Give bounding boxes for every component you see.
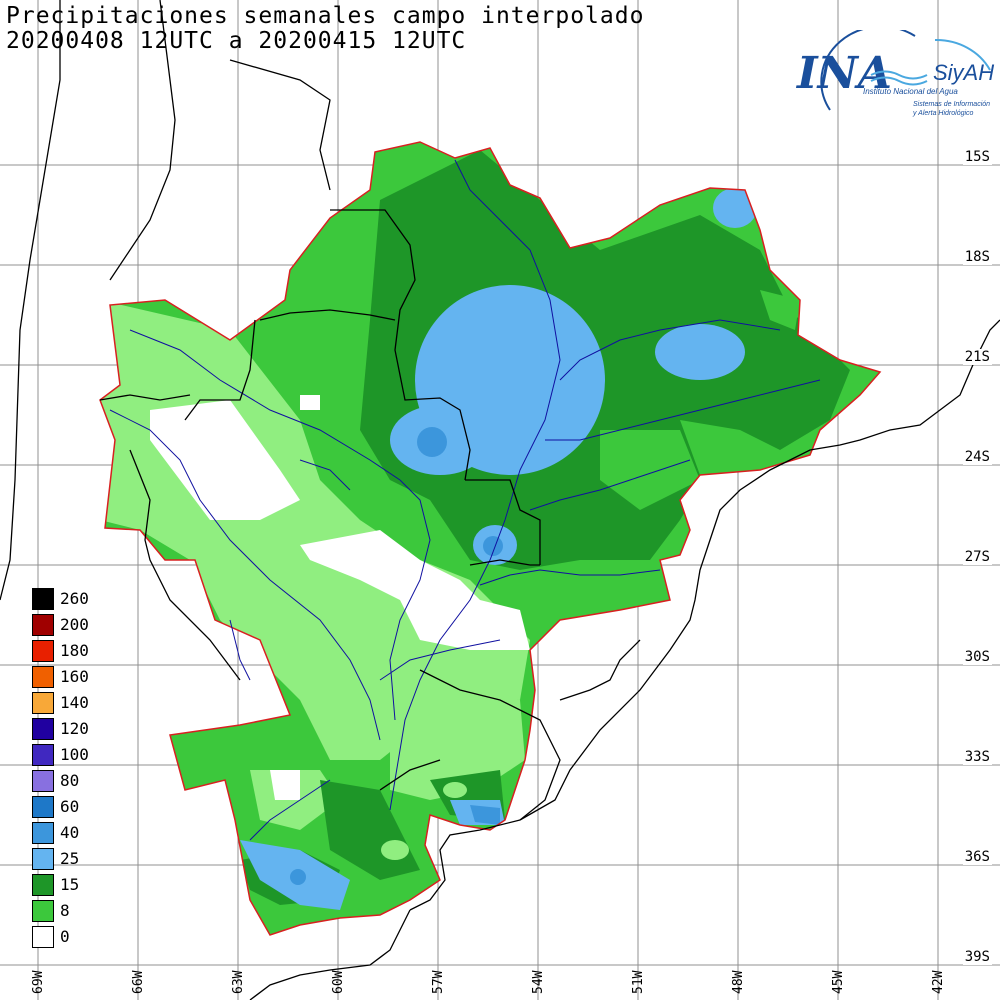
country-boundaries [0, 0, 561, 821]
lon-label-42w: 42W [931, 970, 946, 994]
legend-swatch [32, 822, 54, 844]
legend-swatch [32, 874, 54, 896]
legend-swatch [32, 796, 54, 818]
lon-label-63w: 63W [231, 970, 246, 994]
ina-siyah-logo: INA SiyAH Instituto Nacional del Agua Si… [795, 25, 995, 130]
lat-label-15s: 15S [962, 149, 992, 165]
legend-label: 160 [60, 667, 89, 686]
lon-label-57w: 57W [431, 970, 446, 994]
lat-label-33s: 33S [962, 749, 992, 765]
legend-swatch [32, 588, 54, 610]
rivers [109, 159, 821, 841]
legend-swatch [32, 614, 54, 636]
coastline [249, 319, 1000, 1000]
legend-swatch [32, 926, 54, 948]
legend-swatch [32, 770, 54, 792]
lon-label-54w: 54W [531, 970, 546, 994]
legend-swatch [32, 666, 54, 688]
map-title: Precipitaciones semanales campo interpol… [6, 3, 645, 29]
legend-label: 80 [60, 771, 80, 790]
legend-label: 120 [60, 719, 89, 738]
legend-label: 180 [60, 641, 89, 660]
legend-label: 25 [60, 849, 80, 868]
logo-tagline-2: y Alerta Hidrológico [912, 110, 974, 117]
legend-label: 40 [60, 823, 80, 842]
legend-label: 260 [60, 589, 89, 608]
lat-label-18s: 18S [962, 249, 992, 265]
lon-label-60w: 60W [331, 970, 346, 994]
basin-border [99, 141, 882, 936]
logo-tagline-1: Sistemas de Información [913, 101, 990, 108]
logo-siyah-text: SiyAH [933, 60, 994, 85]
legend-label: 60 [60, 797, 80, 816]
legend-label: 0 [60, 927, 70, 946]
legend-swatch [32, 744, 54, 766]
legend-label: 140 [60, 693, 89, 712]
legend-swatch [32, 692, 54, 714]
lat-label-30s: 30S [962, 649, 992, 665]
logo-subtitle: Instituto Nacional del Agua [863, 87, 958, 96]
legend-swatch [32, 640, 54, 662]
lon-label-66w: 66W [131, 970, 146, 994]
legend-label: 8 [60, 901, 70, 920]
legend-label: 100 [60, 745, 89, 764]
lon-label-45w: 45W [831, 970, 846, 994]
lat-label-27s: 27S [962, 549, 992, 565]
legend-swatch [32, 848, 54, 870]
lon-label-48w: 48W [731, 970, 746, 994]
legend-label: 200 [60, 615, 89, 634]
lat-label-39s: 39S [962, 949, 992, 965]
lat-label-24s: 24S [962, 449, 992, 465]
legend-label: 15 [60, 875, 80, 894]
lat-label-36s: 36S [962, 849, 992, 865]
lon-label-51w: 51W [631, 970, 646, 994]
legend-swatch [32, 900, 54, 922]
lon-label-69w: 69W [31, 970, 46, 994]
lat-label-21s: 21S [962, 349, 992, 365]
map-date-range: 20200408 12UTC a 20200415 12UTC [6, 28, 467, 54]
legend-swatch [32, 718, 54, 740]
